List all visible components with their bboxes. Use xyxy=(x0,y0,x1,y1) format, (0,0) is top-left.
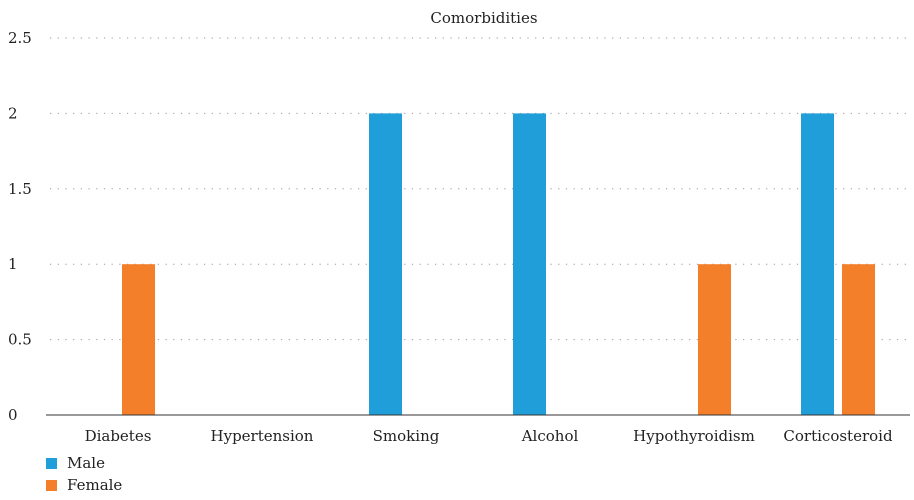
legend-item-female: Female xyxy=(46,474,122,496)
y-tick-label: 1 xyxy=(8,255,18,273)
legend-swatch-male xyxy=(46,457,57,469)
gridlines xyxy=(50,37,910,341)
x-tick-label: Hypertension xyxy=(211,427,314,445)
y-axis-ticks: 0 0.5 1 1.5 2 2.5 xyxy=(8,29,32,424)
legend-item-male: Male xyxy=(46,452,122,474)
y-tick-label: 2.5 xyxy=(8,29,32,47)
legend-label-male: Male xyxy=(67,454,105,472)
bars xyxy=(122,113,875,416)
bar-female-corticosteroid xyxy=(842,264,875,415)
bar-female-diabetes xyxy=(122,264,155,415)
legend-label-female: Female xyxy=(67,476,123,494)
chart-title: Comorbidities xyxy=(430,9,537,27)
y-tick-label: 2 xyxy=(8,104,18,122)
x-tick-label: Alcohol xyxy=(521,427,579,445)
legend: Male Female xyxy=(46,452,122,496)
bar-female-hypothyroidism xyxy=(698,264,731,415)
x-tick-label: Corticosteroid xyxy=(783,427,893,445)
y-tick-label: 0.5 xyxy=(8,331,32,349)
bar-male-smoking xyxy=(369,113,402,416)
x-tick-label: Hypothyroidism xyxy=(633,427,755,445)
y-tick-label: 0 xyxy=(8,406,18,424)
bar-male-alcohol xyxy=(513,113,546,416)
x-axis-labels: Diabetes Hypertension Smoking Alcohol Hypoth… xyxy=(85,427,893,445)
y-tick-label: 1.5 xyxy=(8,180,32,198)
x-tick-label: Smoking xyxy=(373,427,440,445)
bar-male-corticosteroid xyxy=(801,113,834,416)
legend-swatch-female xyxy=(46,479,57,491)
x-tick-label: Diabetes xyxy=(85,427,152,445)
